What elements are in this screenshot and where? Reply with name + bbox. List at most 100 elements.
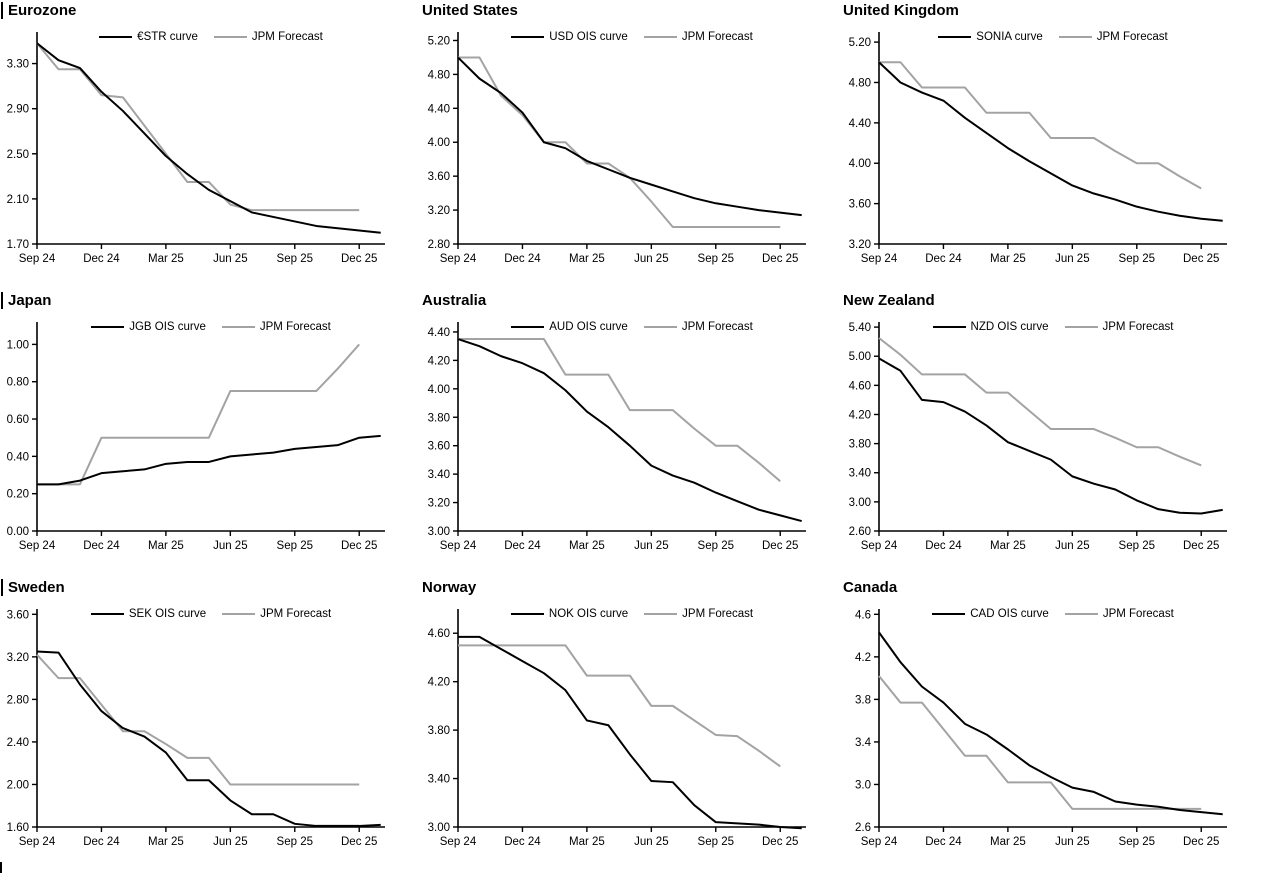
- svg-text:Sep 25: Sep 25: [1119, 253, 1155, 265]
- chart-title-text: Eurozone: [8, 2, 77, 19]
- chart-title: Japan: [1, 291, 51, 310]
- chart-title: Australia: [422, 291, 486, 310]
- chart-title-text: United States: [422, 2, 518, 19]
- svg-text:3.80: 3.80: [849, 439, 871, 451]
- svg-text:Dec 25: Dec 25: [762, 836, 798, 848]
- svg-text:Mar 25: Mar 25: [148, 540, 184, 552]
- svg-text:Dec 24: Dec 24: [925, 253, 962, 265]
- svg-text:Sep 25: Sep 25: [1119, 540, 1155, 552]
- svg-text:3.40: 3.40: [428, 774, 450, 786]
- chart-title-text: Sweden: [8, 579, 65, 596]
- svg-text:Mar 25: Mar 25: [569, 253, 605, 265]
- svg-text:Dec 24: Dec 24: [504, 253, 541, 265]
- title-bar: [1, 2, 3, 19]
- svg-text:3.20: 3.20: [428, 205, 450, 217]
- svg-text:3.60: 3.60: [7, 609, 29, 621]
- svg-text:Sep 25: Sep 25: [698, 540, 734, 552]
- svg-text:Dec 25: Dec 25: [341, 253, 377, 265]
- svg-text:Dec 24: Dec 24: [83, 253, 120, 265]
- line-chart-svg: 0.00 0.20 0.40 0.60 0.80 1.00 Sep 24 Dec 24 Mar …: [7, 322, 385, 552]
- svg-text:4.60: 4.60: [849, 380, 871, 392]
- line-chart-svg: 1.60 2.00 2.40 2.80 3.20 3.60 Sep 24 Dec 24 Mar …: [7, 609, 385, 848]
- svg-text:Dec 25: Dec 25: [762, 253, 798, 265]
- chart-title-text: Australia: [422, 292, 487, 309]
- svg-text:4.2: 4.2: [855, 652, 871, 664]
- svg-text:Jun 25: Jun 25: [213, 836, 248, 848]
- chart-title: Canada: [843, 578, 897, 597]
- svg-text:2.90: 2.90: [7, 104, 29, 116]
- chart-title: United States: [422, 1, 518, 20]
- svg-text:Sep 25: Sep 25: [698, 836, 734, 848]
- section-marker-bar: [0, 862, 2, 873]
- svg-text:Mar 25: Mar 25: [569, 540, 605, 552]
- svg-text:Dec 25: Dec 25: [1183, 836, 1219, 848]
- svg-text:Sep 24: Sep 24: [861, 836, 898, 848]
- svg-text:3.0: 3.0: [855, 779, 871, 791]
- svg-text:Dec 25: Dec 25: [762, 540, 798, 552]
- svg-text:5.20: 5.20: [428, 35, 450, 47]
- svg-text:5.00: 5.00: [849, 351, 871, 363]
- svg-text:5.40: 5.40: [849, 322, 871, 334]
- line-chart-svg: 3.00 3.20 3.40 3.60 3.80 4.00 4.20 4.40 Sep 24 De…: [428, 322, 806, 552]
- svg-text:Dec 24: Dec 24: [504, 836, 541, 848]
- title-bar: [1, 579, 3, 596]
- svg-text:Sep 25: Sep 25: [277, 253, 313, 265]
- chart-panel-canada: Canada CAD OIS curve JPM Forecast 2.6 3.0…: [842, 577, 1264, 873]
- line-chart-svg: 2.80 3.20 3.60 4.00 4.40 4.80 5.20 Sep 24 Dec 24…: [428, 32, 806, 265]
- svg-text:4.40: 4.40: [849, 118, 871, 130]
- svg-text:3.4: 3.4: [855, 737, 872, 749]
- svg-text:Sep 24: Sep 24: [861, 253, 898, 265]
- svg-text:Dec 25: Dec 25: [1183, 540, 1219, 552]
- chart-title-text: Norway: [422, 579, 477, 596]
- svg-text:0.20: 0.20: [7, 489, 29, 501]
- svg-text:4.40: 4.40: [428, 327, 450, 339]
- svg-text:Sep 24: Sep 24: [19, 540, 56, 552]
- svg-text:0.60: 0.60: [7, 414, 29, 426]
- svg-text:4.00: 4.00: [428, 384, 450, 396]
- svg-text:Dec 24: Dec 24: [83, 836, 120, 848]
- svg-text:Jun 25: Jun 25: [634, 836, 669, 848]
- chart-title-text: Japan: [8, 292, 52, 309]
- svg-text:Dec 24: Dec 24: [925, 540, 962, 552]
- svg-text:Mar 25: Mar 25: [148, 253, 184, 265]
- svg-text:2.40: 2.40: [7, 737, 29, 749]
- chart-panel-australia: Australia AUD OIS curve JPM Forecast 3.0…: [421, 290, 842, 577]
- chart-title: Norway: [422, 578, 476, 597]
- svg-text:2.80: 2.80: [428, 239, 450, 251]
- title-bar: [1, 292, 3, 309]
- svg-text:Sep 24: Sep 24: [440, 540, 477, 552]
- svg-text:2.00: 2.00: [7, 779, 29, 791]
- svg-text:3.80: 3.80: [428, 725, 450, 737]
- svg-text:2.50: 2.50: [7, 149, 29, 161]
- svg-text:4.20: 4.20: [428, 355, 450, 367]
- svg-text:2.80: 2.80: [7, 694, 29, 706]
- svg-text:3.60: 3.60: [428, 441, 450, 453]
- svg-text:2.60: 2.60: [849, 526, 871, 538]
- svg-text:2.10: 2.10: [7, 194, 29, 206]
- svg-text:Sep 25: Sep 25: [698, 253, 734, 265]
- svg-text:0.00: 0.00: [7, 526, 29, 538]
- chart-panel-eurozone: Eurozone €STR curve JPM Forecast 1.70 2.1…: [0, 0, 421, 290]
- chart-title: Eurozone: [1, 1, 76, 20]
- svg-text:Sep 24: Sep 24: [19, 836, 56, 848]
- line-chart-svg: 2.60 3.00 3.40 3.80 4.20 4.60 5.00 5.40 Sep 24 De…: [849, 322, 1227, 552]
- svg-text:Dec 25: Dec 25: [341, 836, 377, 848]
- svg-text:Jun 25: Jun 25: [634, 540, 669, 552]
- svg-text:Jun 25: Jun 25: [213, 253, 248, 265]
- chart-panel-united-kingdom: United Kingdom SONIA curve JPM Forecast …: [842, 0, 1264, 290]
- svg-text:5.20: 5.20: [849, 37, 871, 49]
- chart-panel-sweden: Sweden SEK OIS curve JPM Forecast 1.60 2.…: [0, 577, 421, 873]
- svg-text:Mar 25: Mar 25: [990, 836, 1026, 848]
- chart-panel-japan: Japan JGB OIS curve JPM Forecast 0.00 0.2…: [0, 290, 421, 577]
- svg-text:1.00: 1.00: [7, 339, 29, 351]
- svg-text:Dec 25: Dec 25: [1183, 253, 1219, 265]
- svg-text:3.8: 3.8: [855, 694, 871, 706]
- chart-title-text: Canada: [843, 579, 898, 596]
- svg-text:Jun 25: Jun 25: [213, 540, 248, 552]
- svg-text:3.80: 3.80: [428, 412, 450, 424]
- svg-text:1.60: 1.60: [7, 822, 29, 834]
- svg-text:4.00: 4.00: [849, 158, 871, 170]
- svg-text:3.00: 3.00: [849, 497, 871, 509]
